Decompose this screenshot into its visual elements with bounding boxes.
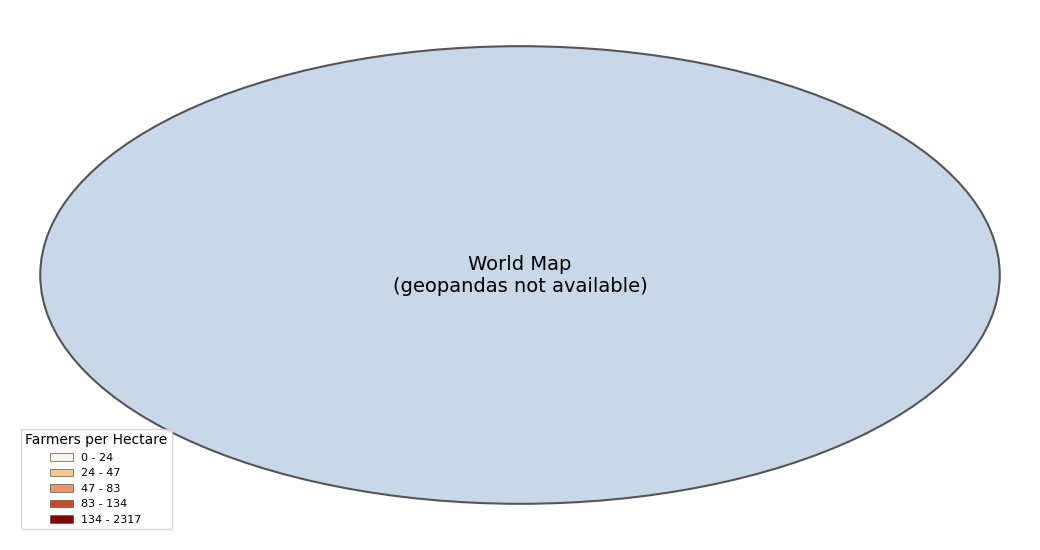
Ellipse shape: [41, 46, 999, 504]
Text: World Map
(geopandas not available): World Map (geopandas not available): [393, 255, 647, 295]
Legend: 0 - 24, 24 - 47, 47 - 83, 83 - 134, 134 - 2317: 0 - 24, 24 - 47, 47 - 83, 83 - 134, 134 …: [21, 429, 172, 530]
